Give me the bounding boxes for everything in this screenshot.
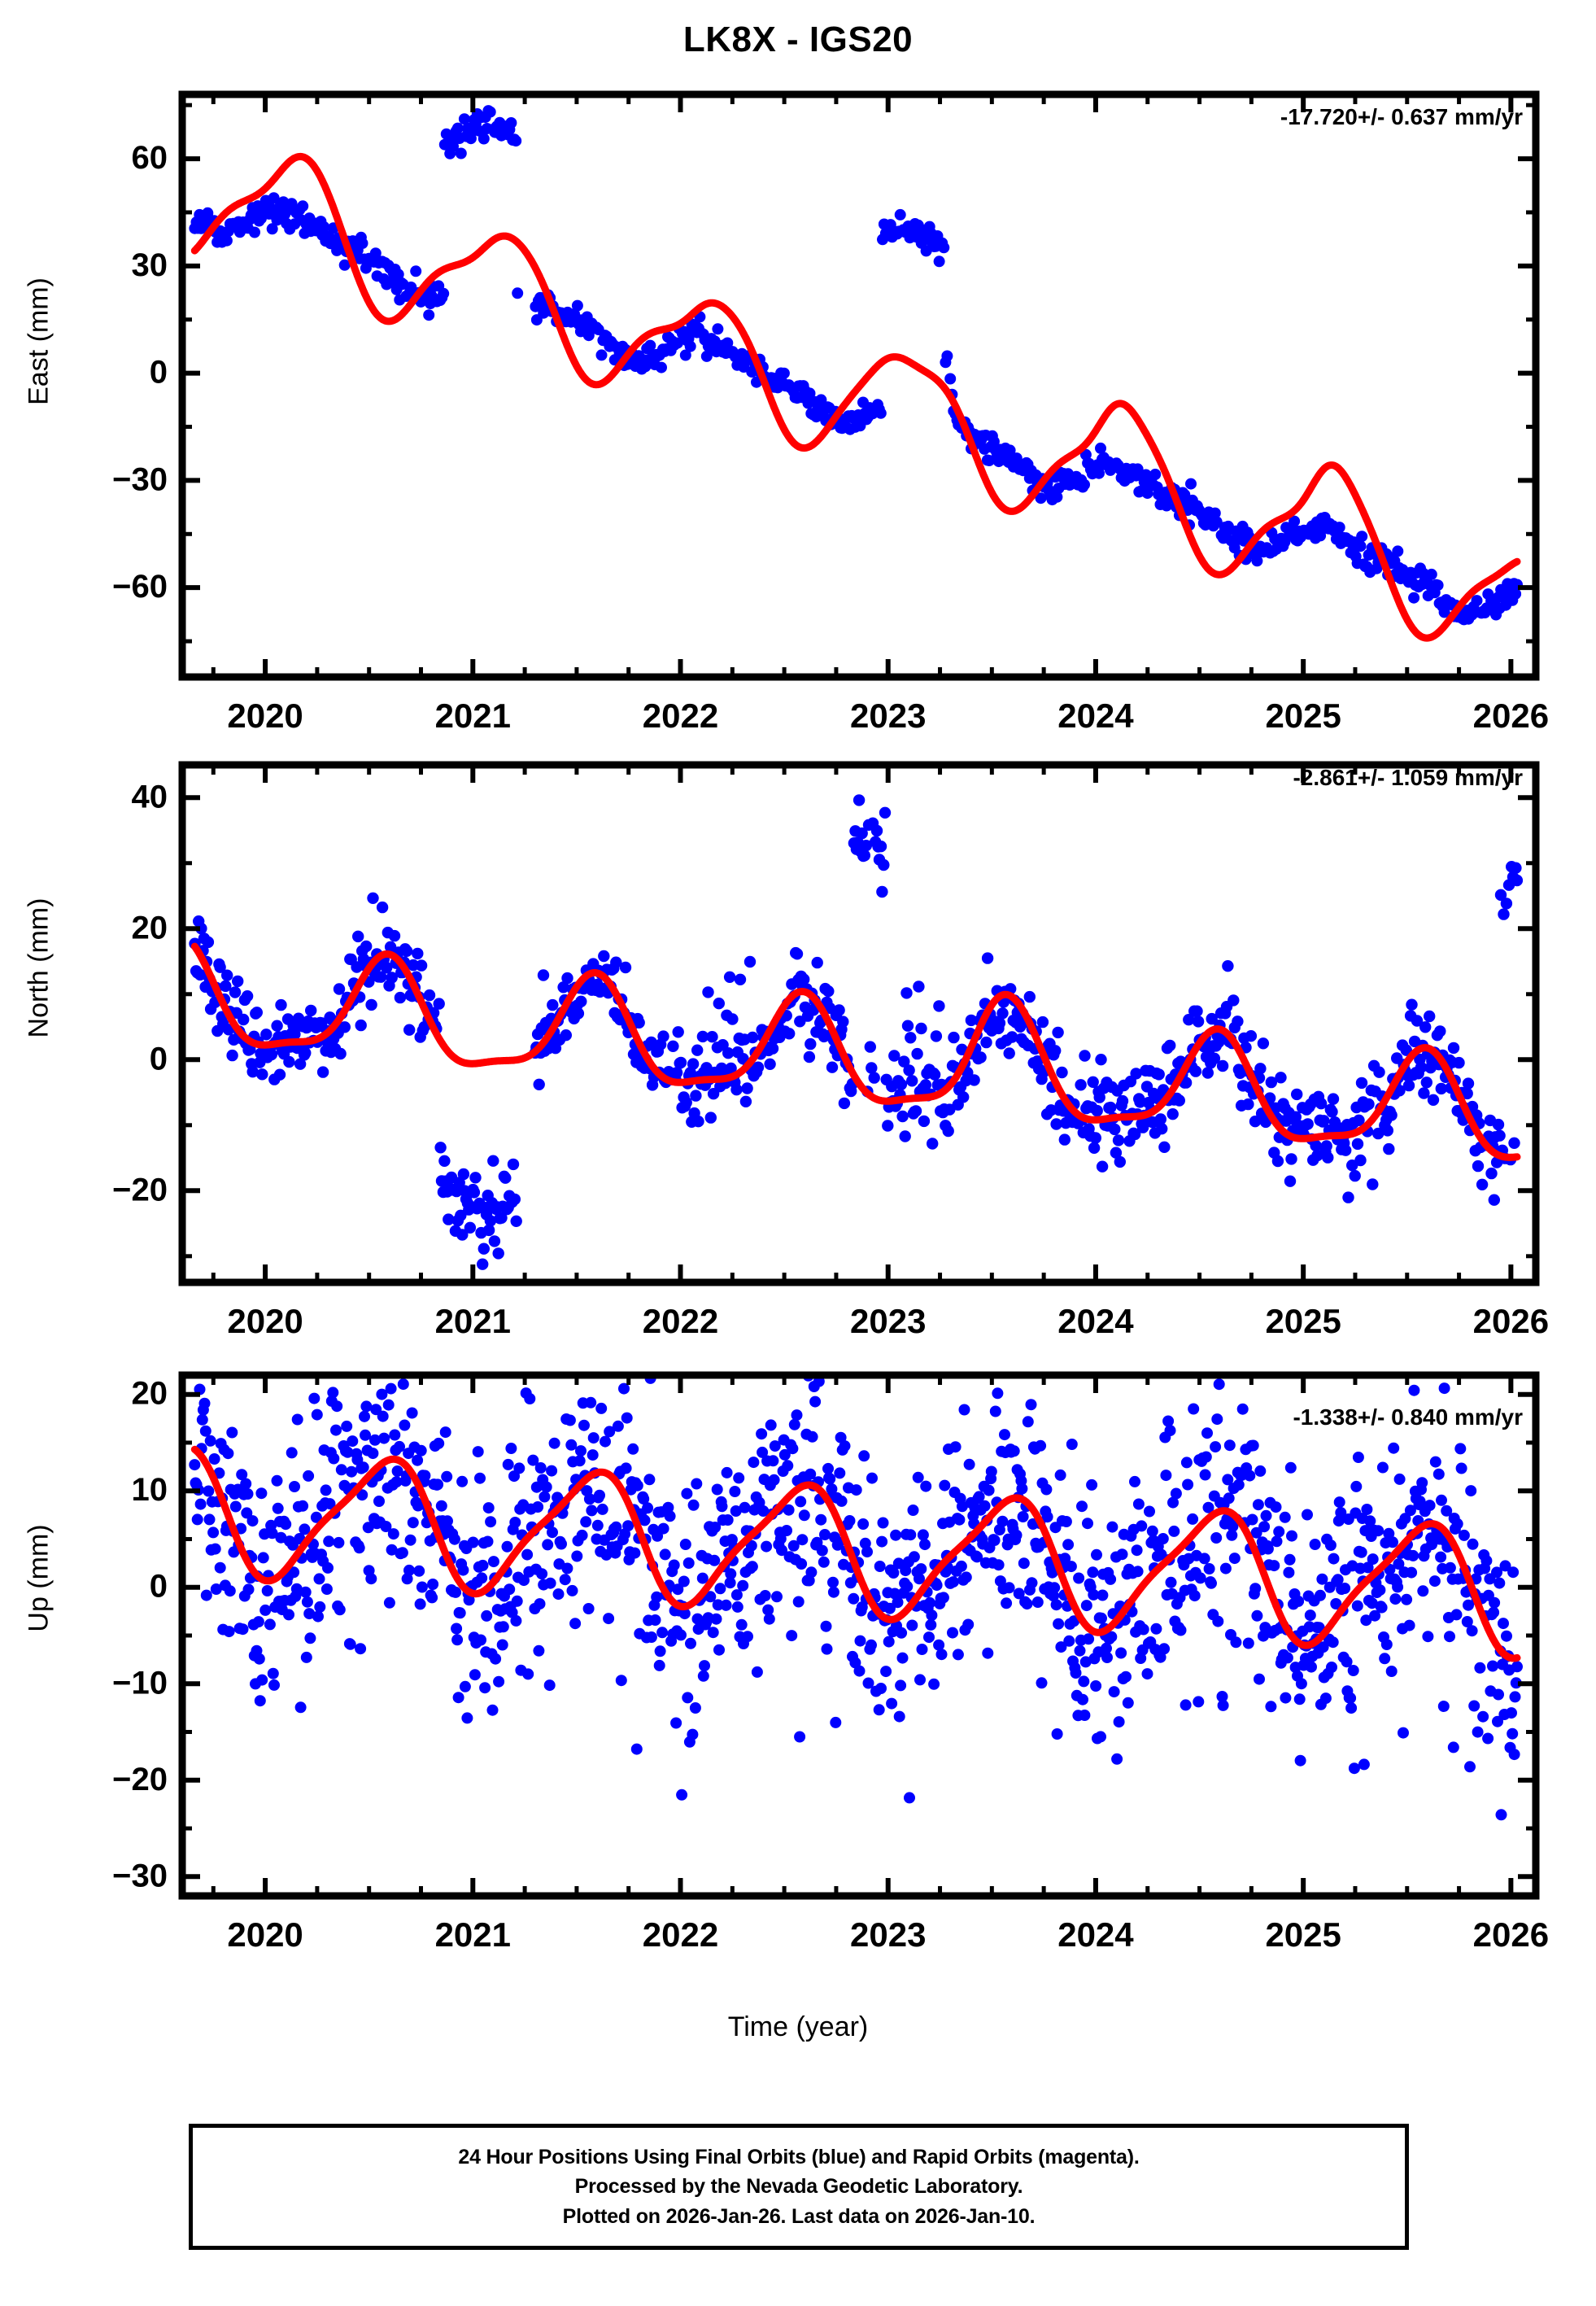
footer-line-1: 24 Hour Positions Using Final Orbits (bl… <box>458 2146 1140 2169</box>
svg-text:−10: −10 <box>112 1665 168 1701</box>
svg-text:0: 0 <box>150 1041 168 1077</box>
svg-text:0: 0 <box>150 355 168 391</box>
svg-text:2024: 2024 <box>1057 697 1134 735</box>
svg-text:2022: 2022 <box>643 1915 718 1954</box>
svg-text:40: 40 <box>132 779 168 815</box>
svg-text:10: 10 <box>132 1472 168 1508</box>
up-y-axis-label: Up (mm) <box>23 1524 55 1632</box>
svg-text:2021: 2021 <box>435 697 511 735</box>
footer-note-box: 24 Hour Positions Using Final Orbits (bl… <box>189 2124 1409 2250</box>
svg-text:−30: −30 <box>112 1858 168 1893</box>
svg-text:−30: −30 <box>112 461 168 497</box>
svg-text:2026: 2026 <box>1473 1302 1549 1340</box>
svg-text:20: 20 <box>132 910 168 946</box>
x-axis-label: Time (year) <box>727 2011 869 2042</box>
svg-text:2024: 2024 <box>1057 1915 1134 1954</box>
svg-text:2025: 2025 <box>1265 697 1341 735</box>
north-y-axis-label: North (mm) <box>23 898 55 1038</box>
svg-text:2026: 2026 <box>1473 697 1549 735</box>
svg-text:2023: 2023 <box>850 1302 926 1340</box>
svg-text:2022: 2022 <box>643 1302 718 1340</box>
svg-text:60: 60 <box>132 140 168 176</box>
svg-text:2020: 2020 <box>227 1915 303 1954</box>
svg-text:2025: 2025 <box>1265 1915 1341 1954</box>
north-rate-annotation: -2.861+/- 1.059 mm/yr <box>1293 765 1523 790</box>
svg-text:2023: 2023 <box>850 697 926 735</box>
svg-text:2021: 2021 <box>435 1302 511 1340</box>
svg-text:−20: −20 <box>112 1172 168 1208</box>
svg-text:2020: 2020 <box>227 697 303 735</box>
svg-text:2026: 2026 <box>1473 1915 1549 1954</box>
svg-text:0: 0 <box>150 1569 168 1605</box>
svg-text:−60: −60 <box>112 569 168 605</box>
east-y-axis-label: East (mm) <box>23 277 55 405</box>
svg-text:2023: 2023 <box>850 1915 926 1954</box>
svg-text:30: 30 <box>132 247 168 283</box>
svg-text:20: 20 <box>132 1376 168 1412</box>
footer-line-3: Plotted on 2026-Jan-26. Last data on 202… <box>562 2204 1036 2228</box>
svg-text:−20: −20 <box>112 1762 168 1797</box>
east-rate-annotation: -17.720+/- 0.637 mm/yr <box>1280 104 1523 129</box>
svg-text:2022: 2022 <box>643 697 718 735</box>
svg-text:2020: 2020 <box>227 1302 303 1340</box>
up-rate-annotation: -1.338+/- 0.840 mm/yr <box>1293 1404 1523 1430</box>
footer-line-2: Processed by the Nevada Geodetic Laborat… <box>574 2175 1023 2199</box>
svg-text:2025: 2025 <box>1265 1302 1341 1340</box>
svg-text:2024: 2024 <box>1057 1302 1134 1340</box>
svg-text:2021: 2021 <box>435 1915 511 1954</box>
page-title: LK8X - IGS20 <box>682 20 914 59</box>
